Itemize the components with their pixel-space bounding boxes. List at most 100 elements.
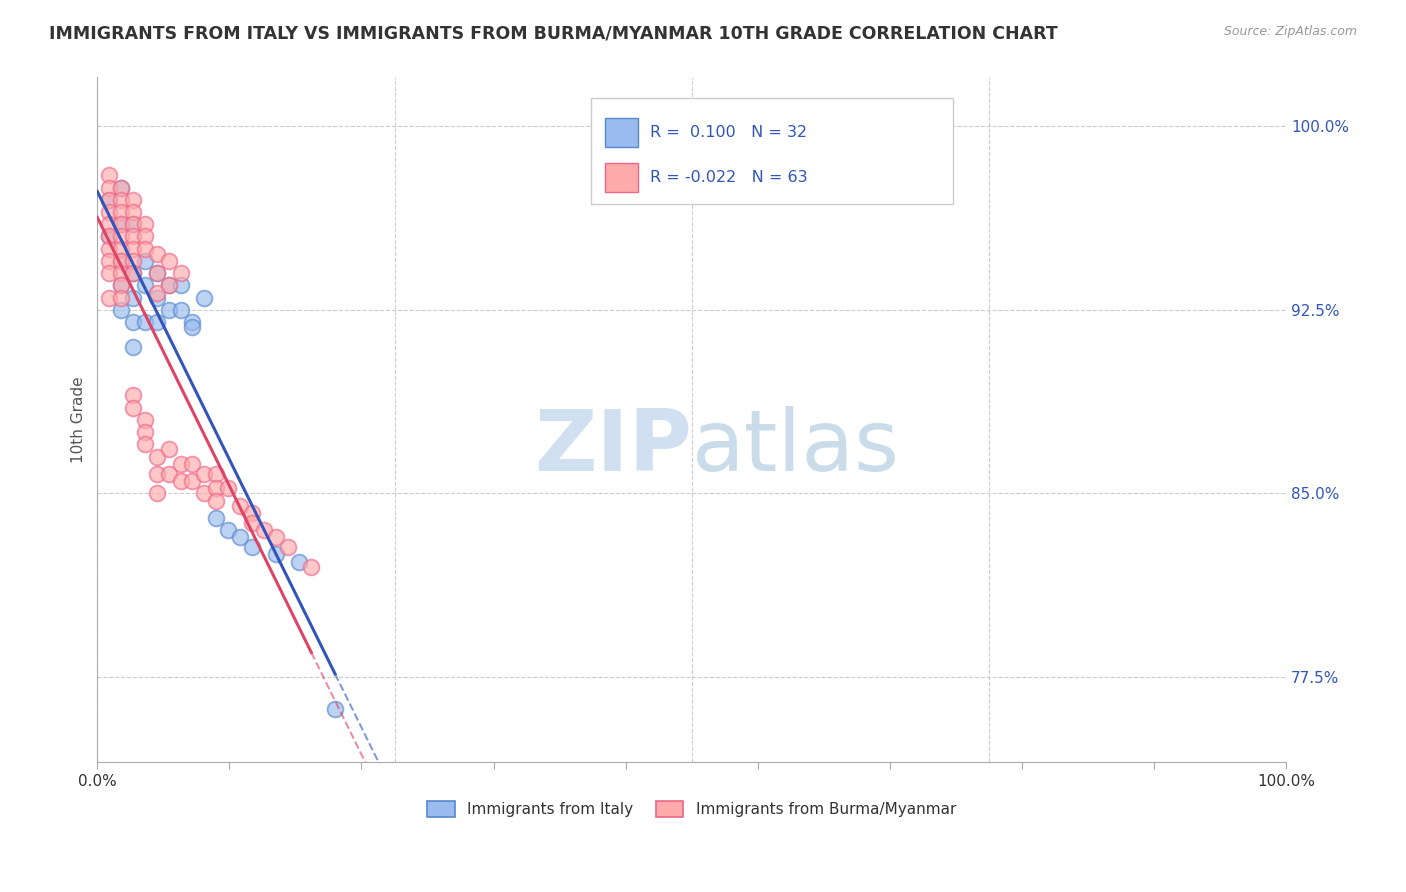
Point — [110, 180, 132, 194]
Point — [146, 266, 169, 280]
Text: atlas: atlas — [692, 406, 900, 489]
Point — [98, 193, 121, 207]
Point — [134, 242, 156, 256]
Point — [205, 510, 228, 524]
Point — [229, 499, 252, 513]
Point — [98, 180, 121, 194]
Point — [169, 266, 191, 280]
Text: R = -0.022   N = 63: R = -0.022 N = 63 — [650, 169, 807, 185]
Point — [157, 302, 180, 317]
Point — [122, 340, 145, 354]
Point — [110, 193, 132, 207]
Legend: Immigrants from Italy, Immigrants from Burma/Myanmar: Immigrants from Italy, Immigrants from B… — [422, 795, 962, 823]
Point — [122, 401, 145, 415]
Point — [110, 278, 132, 293]
Bar — [605, 163, 638, 192]
Point — [146, 246, 169, 260]
Point — [110, 266, 132, 280]
Point — [110, 302, 132, 317]
Point — [122, 291, 145, 305]
Point — [157, 442, 180, 457]
Point — [146, 450, 169, 464]
Point — [217, 482, 239, 496]
Point — [169, 457, 191, 471]
Point — [110, 229, 132, 244]
Point — [110, 217, 132, 231]
Point — [134, 413, 156, 427]
Point — [181, 320, 204, 334]
Point — [146, 486, 169, 500]
Point — [240, 516, 263, 530]
Point — [134, 425, 156, 439]
Point — [193, 291, 215, 305]
Text: IMMIGRANTS FROM ITALY VS IMMIGRANTS FROM BURMA/MYANMAR 10TH GRADE CORRELATION CH: IMMIGRANTS FROM ITALY VS IMMIGRANTS FROM… — [49, 25, 1057, 43]
Point — [122, 266, 145, 280]
Point — [98, 266, 121, 280]
Y-axis label: 10th Grade: 10th Grade — [72, 376, 86, 463]
Point — [122, 266, 145, 280]
Point — [122, 254, 145, 268]
Point — [110, 242, 132, 256]
Point — [253, 523, 276, 537]
Point — [110, 291, 132, 305]
Point — [205, 493, 228, 508]
Point — [229, 530, 252, 544]
Point — [299, 559, 322, 574]
Point — [134, 229, 156, 244]
Point — [98, 254, 121, 268]
Point — [134, 437, 156, 451]
Point — [277, 540, 299, 554]
Point — [134, 315, 156, 329]
Point — [288, 555, 311, 569]
Point — [146, 291, 169, 305]
Point — [122, 205, 145, 219]
Point — [323, 701, 346, 715]
Point — [146, 266, 169, 280]
Point — [98, 229, 121, 244]
Point — [122, 193, 145, 207]
Point — [122, 229, 145, 244]
Point — [134, 254, 156, 268]
Point — [98, 229, 121, 244]
Point — [146, 285, 169, 300]
Point — [169, 474, 191, 488]
Point — [240, 506, 263, 520]
Point — [134, 278, 156, 293]
Point — [122, 315, 145, 329]
Point — [217, 523, 239, 537]
Point — [122, 242, 145, 256]
Point — [205, 482, 228, 496]
Point — [181, 474, 204, 488]
Point — [193, 467, 215, 481]
Point — [110, 278, 132, 293]
Point — [205, 467, 228, 481]
Point — [134, 217, 156, 231]
Point — [169, 278, 191, 293]
Text: Source: ZipAtlas.com: Source: ZipAtlas.com — [1223, 25, 1357, 38]
Point — [122, 217, 145, 231]
Point — [110, 254, 132, 268]
Point — [98, 291, 121, 305]
Point — [240, 540, 263, 554]
Point — [110, 254, 132, 268]
Point — [157, 467, 180, 481]
Point — [264, 548, 287, 562]
Point — [264, 530, 287, 544]
Point — [110, 217, 132, 231]
Point — [157, 278, 180, 293]
Point — [98, 169, 121, 183]
Text: R =  0.100   N = 32: R = 0.100 N = 32 — [650, 125, 807, 140]
FancyBboxPatch shape — [591, 98, 953, 204]
Point — [98, 205, 121, 219]
Point — [146, 467, 169, 481]
Point — [122, 388, 145, 402]
Point — [181, 315, 204, 329]
Point — [169, 302, 191, 317]
Bar — [605, 119, 638, 147]
Point — [193, 486, 215, 500]
Point — [157, 254, 180, 268]
Text: ZIP: ZIP — [534, 406, 692, 489]
Point — [122, 217, 145, 231]
Point — [181, 457, 204, 471]
Point — [110, 205, 132, 219]
